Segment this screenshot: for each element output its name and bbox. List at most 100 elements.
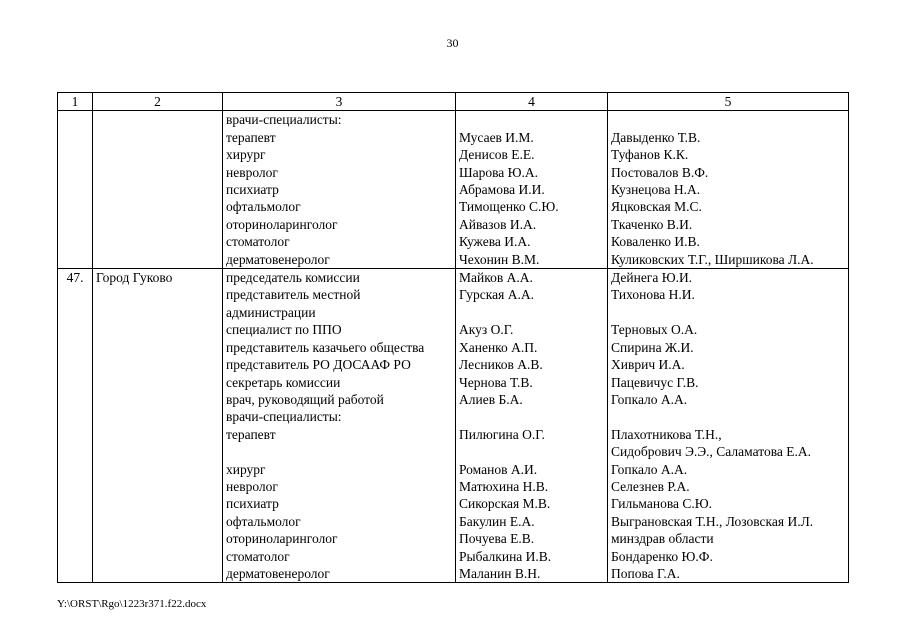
header-cell-3: 3 <box>222 92 456 112</box>
cell-c5: Гильманова С.Ю. <box>607 495 849 513</box>
cell-c1 <box>57 250 93 269</box>
cell-c1: 47. <box>57 268 93 287</box>
cell-c4: Ханенко А.П. <box>455 338 608 357</box>
cell-c1 <box>57 356 93 374</box>
table-row: представитель казачьего общества Ханенко … <box>57 338 849 357</box>
cell-c5: Ткаченко В.И. <box>607 215 849 234</box>
cell-c3: представитель местной <box>222 286 456 304</box>
cell-c2 <box>92 564 223 583</box>
table-row: терапевт Мусаев И.М. Давыденко Т.В. <box>57 128 849 147</box>
cell-c4 <box>455 443 608 461</box>
cell-c2 <box>92 530 223 548</box>
table-row: 47. Город Гуково председатель комиссии Майк… <box>57 268 849 287</box>
cell-c2 <box>92 233 223 251</box>
cell-c1 <box>57 512 93 531</box>
cell-c2 <box>92 181 223 199</box>
table-row: невролог Матюхина Н.В. Селезнев Р.А. <box>57 477 849 496</box>
cell-c3: специалист по ППО <box>222 321 456 339</box>
cell-c4 <box>455 303 608 322</box>
cell-c5: Плахотникова Т.Н., <box>607 425 849 444</box>
cell-c3: хирург <box>222 460 456 478</box>
table-header: 1 2 3 4 5 <box>57 92 849 112</box>
table-row: специалист по ППО Акуз О.Г. Терновых О.А. <box>57 321 849 339</box>
cell-c3: председатель комиссии <box>222 268 456 287</box>
cell-c3: оториноларинголог <box>222 215 456 234</box>
document-path-footer: Y:\ORST\Rgo\1223r371.f22.docx <box>57 598 207 610</box>
header-cell-5: 5 <box>607 92 849 112</box>
cell-c3: психиатр <box>222 495 456 513</box>
cell-c5: Туфанов К.К. <box>607 146 849 164</box>
table-row: психиатр Сикорская М.В. Гильманова С.Ю. <box>57 495 849 513</box>
cell-c4: Рыбалкина И.В. <box>455 547 608 565</box>
personnel-table: 1 2 3 4 5 врачи-специалисты: терапевт Муса… <box>57 92 849 584</box>
cell-c2 <box>92 286 223 304</box>
cell-c2 <box>92 408 223 426</box>
cell-c1 <box>57 390 93 409</box>
cell-c2: Город Гуково <box>92 268 223 287</box>
cell-c2 <box>92 198 223 216</box>
cell-c3: стоматолог <box>222 233 456 251</box>
cell-c1 <box>57 373 93 391</box>
cell-c5: Гопкало А.А. <box>607 390 849 409</box>
cell-c4: Пилюгина О.Г. <box>455 425 608 444</box>
table-row: оториноларинголог Почуева Е.В. минздрав об… <box>57 530 849 548</box>
cell-c2 <box>92 356 223 374</box>
cell-c1 <box>57 303 93 322</box>
cell-c2 <box>92 128 223 147</box>
cell-c3: администрации <box>222 303 456 322</box>
cell-c4: Кужева И.А. <box>455 233 608 251</box>
table-row: стоматолог Кужева И.А. Коваленко И.В. <box>57 233 849 251</box>
table-row: Сидобрович Э.Э., Саламатова Е.А. <box>57 443 849 461</box>
cell-c3: представитель казачьего общества <box>222 338 456 357</box>
cell-c4: Маланин В.Н. <box>455 564 608 583</box>
cell-c5: Селезнев Р.А. <box>607 477 849 496</box>
header-cell-1: 1 <box>57 92 93 112</box>
cell-c4: Чернова Т.В. <box>455 373 608 391</box>
table-row: администрации <box>57 303 849 322</box>
cell-c4: Матюхина Н.В. <box>455 477 608 496</box>
cell-c3: терапевт <box>222 128 456 147</box>
cell-c4: Почуева Е.В. <box>455 530 608 548</box>
cell-c4: Абрамова И.И. <box>455 181 608 199</box>
cell-c1 <box>57 321 93 339</box>
cell-c3: оториноларинголог <box>222 530 456 548</box>
cell-c3: офтальмолог <box>222 198 456 216</box>
cell-c2 <box>92 425 223 444</box>
cell-c4: Денисов Е.Е. <box>455 146 608 164</box>
cell-c5: Дейнега Ю.И. <box>607 268 849 287</box>
cell-c3: представитель РО ДОСААФ РО <box>222 356 456 374</box>
cell-c1 <box>57 233 93 251</box>
cell-c5: Кузнецова Н.А. <box>607 181 849 199</box>
cell-c4: Чехонин В.М. <box>455 250 608 269</box>
cell-c1 <box>57 110 93 129</box>
cell-c1 <box>57 460 93 478</box>
cell-c2 <box>92 547 223 565</box>
cell-c3: психиатр <box>222 181 456 199</box>
table-row: терапевт Пилюгина О.Г. Плахотникова Т.Н., <box>57 425 849 444</box>
cell-c5: Пацевичус Г.В. <box>607 373 849 391</box>
cell-c1 <box>57 530 93 548</box>
cell-c2 <box>92 321 223 339</box>
cell-c2 <box>92 250 223 269</box>
table-header-row: 1 2 3 4 5 <box>57 92 849 112</box>
cell-c2 <box>92 443 223 461</box>
cell-c3: невролог <box>222 477 456 496</box>
cell-c4: Тимощенко С.Ю. <box>455 198 608 216</box>
table-row: секретарь комиссии Чернова Т.В. Пацевичус … <box>57 373 849 391</box>
cell-c5: Спирина Ж.И. <box>607 338 849 357</box>
cell-c5: минздрав области <box>607 530 849 548</box>
table-row: врачи-специалисты: <box>57 110 849 129</box>
cell-c5: Яцковская М.С. <box>607 198 849 216</box>
table-row: офтальмолог Тимощенко С.Ю. Яцковская М.С. <box>57 198 849 216</box>
cell-c2 <box>92 215 223 234</box>
cell-c1 <box>57 338 93 357</box>
cell-c4: Гурская А.А. <box>455 286 608 304</box>
cell-c2 <box>92 390 223 409</box>
table-row: офтальмолог Бакулин Е.А. Выграновская Т.Н.… <box>57 512 849 531</box>
cell-c5 <box>607 408 849 426</box>
cell-c4: Сикорская М.В. <box>455 495 608 513</box>
cell-c4: Акуз О.Г. <box>455 321 608 339</box>
cell-c5: Гопкало А.А. <box>607 460 849 478</box>
cell-c3 <box>222 443 456 461</box>
